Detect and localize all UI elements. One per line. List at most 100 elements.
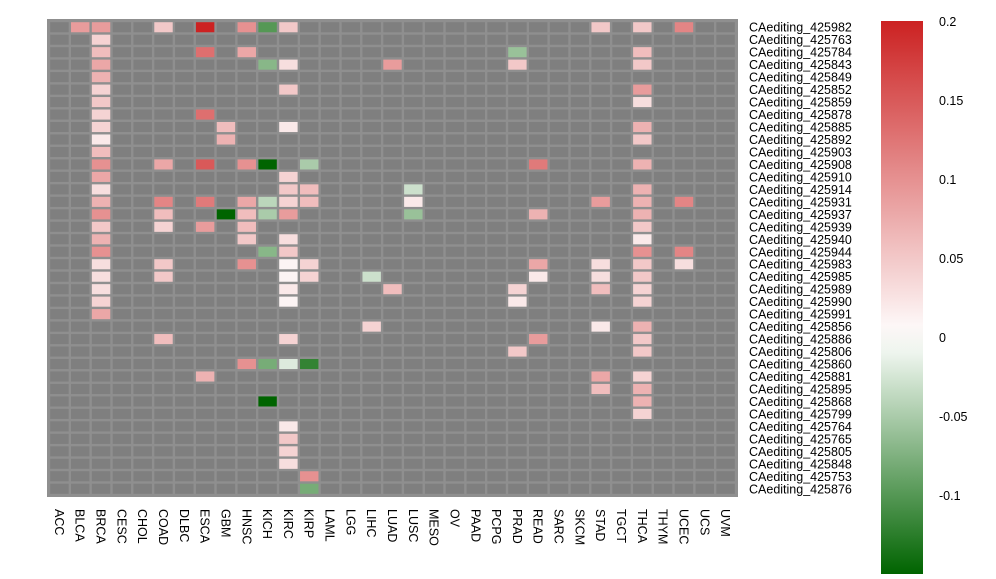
heatmap-cell [424,321,444,332]
heatmap-cell [653,209,673,220]
heatmap-cell [424,371,444,382]
heatmap-cell [175,309,194,320]
heatmap-cell [216,433,236,444]
heatmap-cell [195,446,215,457]
heatmap-cell [50,421,69,432]
heatmap-cell [695,84,714,95]
heatmap-cell [424,121,444,133]
heatmap-cell [320,109,340,120]
heatmap-cell [341,22,361,33]
heatmap-cell [591,47,610,58]
heatmap-cell [653,184,673,195]
heatmap-cell [216,383,236,395]
row-label: CAediting_425765 [749,432,852,446]
heatmap-cell [50,371,69,382]
heatmap-cell [674,421,694,432]
heatmap-cell [195,184,215,195]
heatmap-cell [195,433,215,444]
heatmap-cell [466,433,485,444]
heatmap-cell [50,209,69,220]
heatmap-cell [50,121,69,133]
heatmap-cell [258,196,277,207]
heatmap-cell [529,396,548,407]
heatmap-cell [341,134,361,145]
heatmap-cell [716,72,735,83]
heatmap-cell [154,159,173,170]
heatmap-cell [633,184,652,195]
heatmap-cell [716,22,735,33]
heatmap-cell [50,296,69,307]
heatmap-cell [591,209,610,220]
heatmap-cell [71,433,90,444]
heatmap-cell [71,47,90,58]
heatmap-cell [383,47,402,58]
heatmap-cell [591,271,610,282]
heatmap-cell [716,284,735,295]
heatmap-cell [383,334,402,345]
heatmap-cell [341,271,361,282]
heatmap-cell [445,458,465,469]
heatmap-cell [133,47,152,58]
heatmap-cell [258,284,277,295]
heatmap-cell [716,246,735,257]
heatmap-cell [133,458,152,469]
heatmap-cell [258,34,277,45]
heatmap-cell [674,346,694,357]
heatmap-cell [154,134,173,145]
heatmap-cell [341,471,361,482]
heatmap-cell [424,383,444,395]
heatmap-cell [508,47,527,58]
heatmap-cell [487,259,506,270]
heatmap-cell [50,346,69,357]
heatmap-cell [716,421,735,432]
heatmap-cell [50,246,69,257]
heatmap-cell [445,109,465,120]
heatmap-cell [112,234,132,245]
column-label: READ [531,509,545,544]
heatmap-cell [50,72,69,83]
heatmap-cell [633,296,652,307]
heatmap-cell [154,408,173,419]
heatmap-cell [591,358,610,370]
heatmap-cell [112,346,132,357]
heatmap-cell [279,458,298,469]
heatmap-cell [612,346,631,357]
heatmap-cell [237,209,256,220]
heatmap-cell [445,84,465,95]
heatmap-cell [362,358,381,370]
heatmap-cell [71,271,90,282]
heatmap-cell [674,84,694,95]
heatmap-cell [195,483,215,494]
heatmap-cell [175,109,194,120]
heatmap-cell [445,309,465,320]
heatmap-cell [383,146,402,158]
heatmap-cell [258,97,277,108]
heatmap-cell [424,97,444,108]
heatmap-cell [362,421,381,432]
heatmap-cell [320,396,340,407]
heatmap-cell [591,109,610,120]
heatmap-cell [91,371,111,382]
heatmap-cell [154,358,173,370]
heatmap-cell [383,284,402,295]
heatmap-cell [549,346,569,357]
heatmap-cell [716,321,735,332]
heatmap-cell [549,421,569,432]
heatmap-cell [237,34,256,45]
heatmap-cell [279,259,298,270]
heatmap-cell [674,296,694,307]
heatmap-cells [50,22,735,494]
heatmap-cell [466,471,485,482]
heatmap-cell [216,134,236,145]
heatmap-cell [591,221,610,232]
heatmap-cell [529,234,548,245]
heatmap-cell [674,433,694,444]
heatmap-cell [216,446,236,457]
heatmap-cell [591,309,610,320]
heatmap-cell [195,309,215,320]
column-label: LGG [343,509,357,535]
heatmap-cell [404,383,423,395]
heatmap-cell [487,458,506,469]
heatmap-cell [258,84,277,95]
heatmap-cell [633,458,652,469]
